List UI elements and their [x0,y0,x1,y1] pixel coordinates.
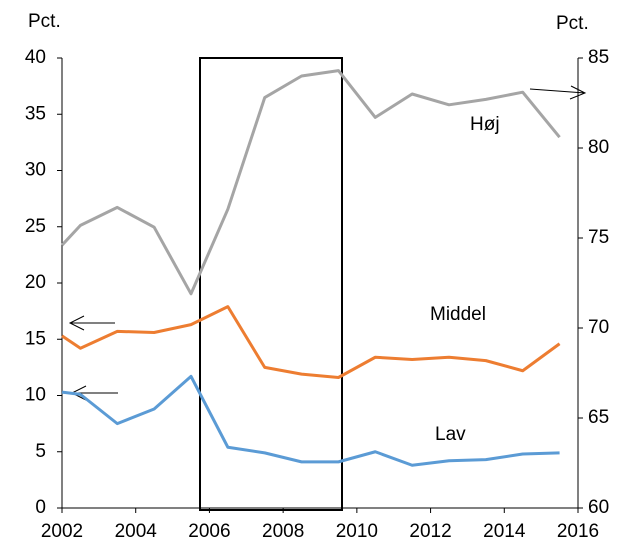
y-tick-label: 10 [25,385,46,406]
y-tick-label: 40 [25,47,46,68]
y2-tick-label: 80 [588,137,609,158]
arrows [68,85,587,401]
y-tick-label: 0 [35,497,46,518]
x-tick-label: 2010 [336,521,378,542]
series-line [60,69,561,296]
y2-tick-label: 85 [588,47,609,68]
y-tick-label: 20 [25,272,46,293]
x-tick-label: 2008 [262,521,304,542]
x-tick-label: 2012 [409,521,451,542]
y-axis-label: Pct. [28,11,61,32]
series-label: Høj [470,114,500,135]
y2-tick-label: 70 [588,317,609,338]
arrow-right [529,85,587,100]
x-tick-label: 2006 [188,521,230,542]
y2-tick-label: 75 [588,227,609,248]
y-tick-label: 35 [25,103,46,124]
y2-tick-label: 60 [588,497,609,518]
y-tick-label: 30 [25,160,46,181]
y-tick-label: 15 [25,328,46,349]
x-tick-label: 2002 [41,521,83,542]
y2-axis-label: Pct. [556,13,589,34]
y-tick-label: 25 [25,216,46,237]
x-tick-label: 2016 [557,521,599,542]
x-tick-label: 2004 [115,521,158,542]
y2-tick-label: 65 [588,407,609,428]
series-line [61,374,560,467]
x-tick-label: 2014 [483,521,526,542]
y-tick-label: 5 [35,441,46,462]
series-label: Middel [430,304,486,325]
period-box [199,57,343,511]
arrow-left [68,315,115,331]
series-label: Lav [435,424,466,445]
series-line [61,305,561,379]
